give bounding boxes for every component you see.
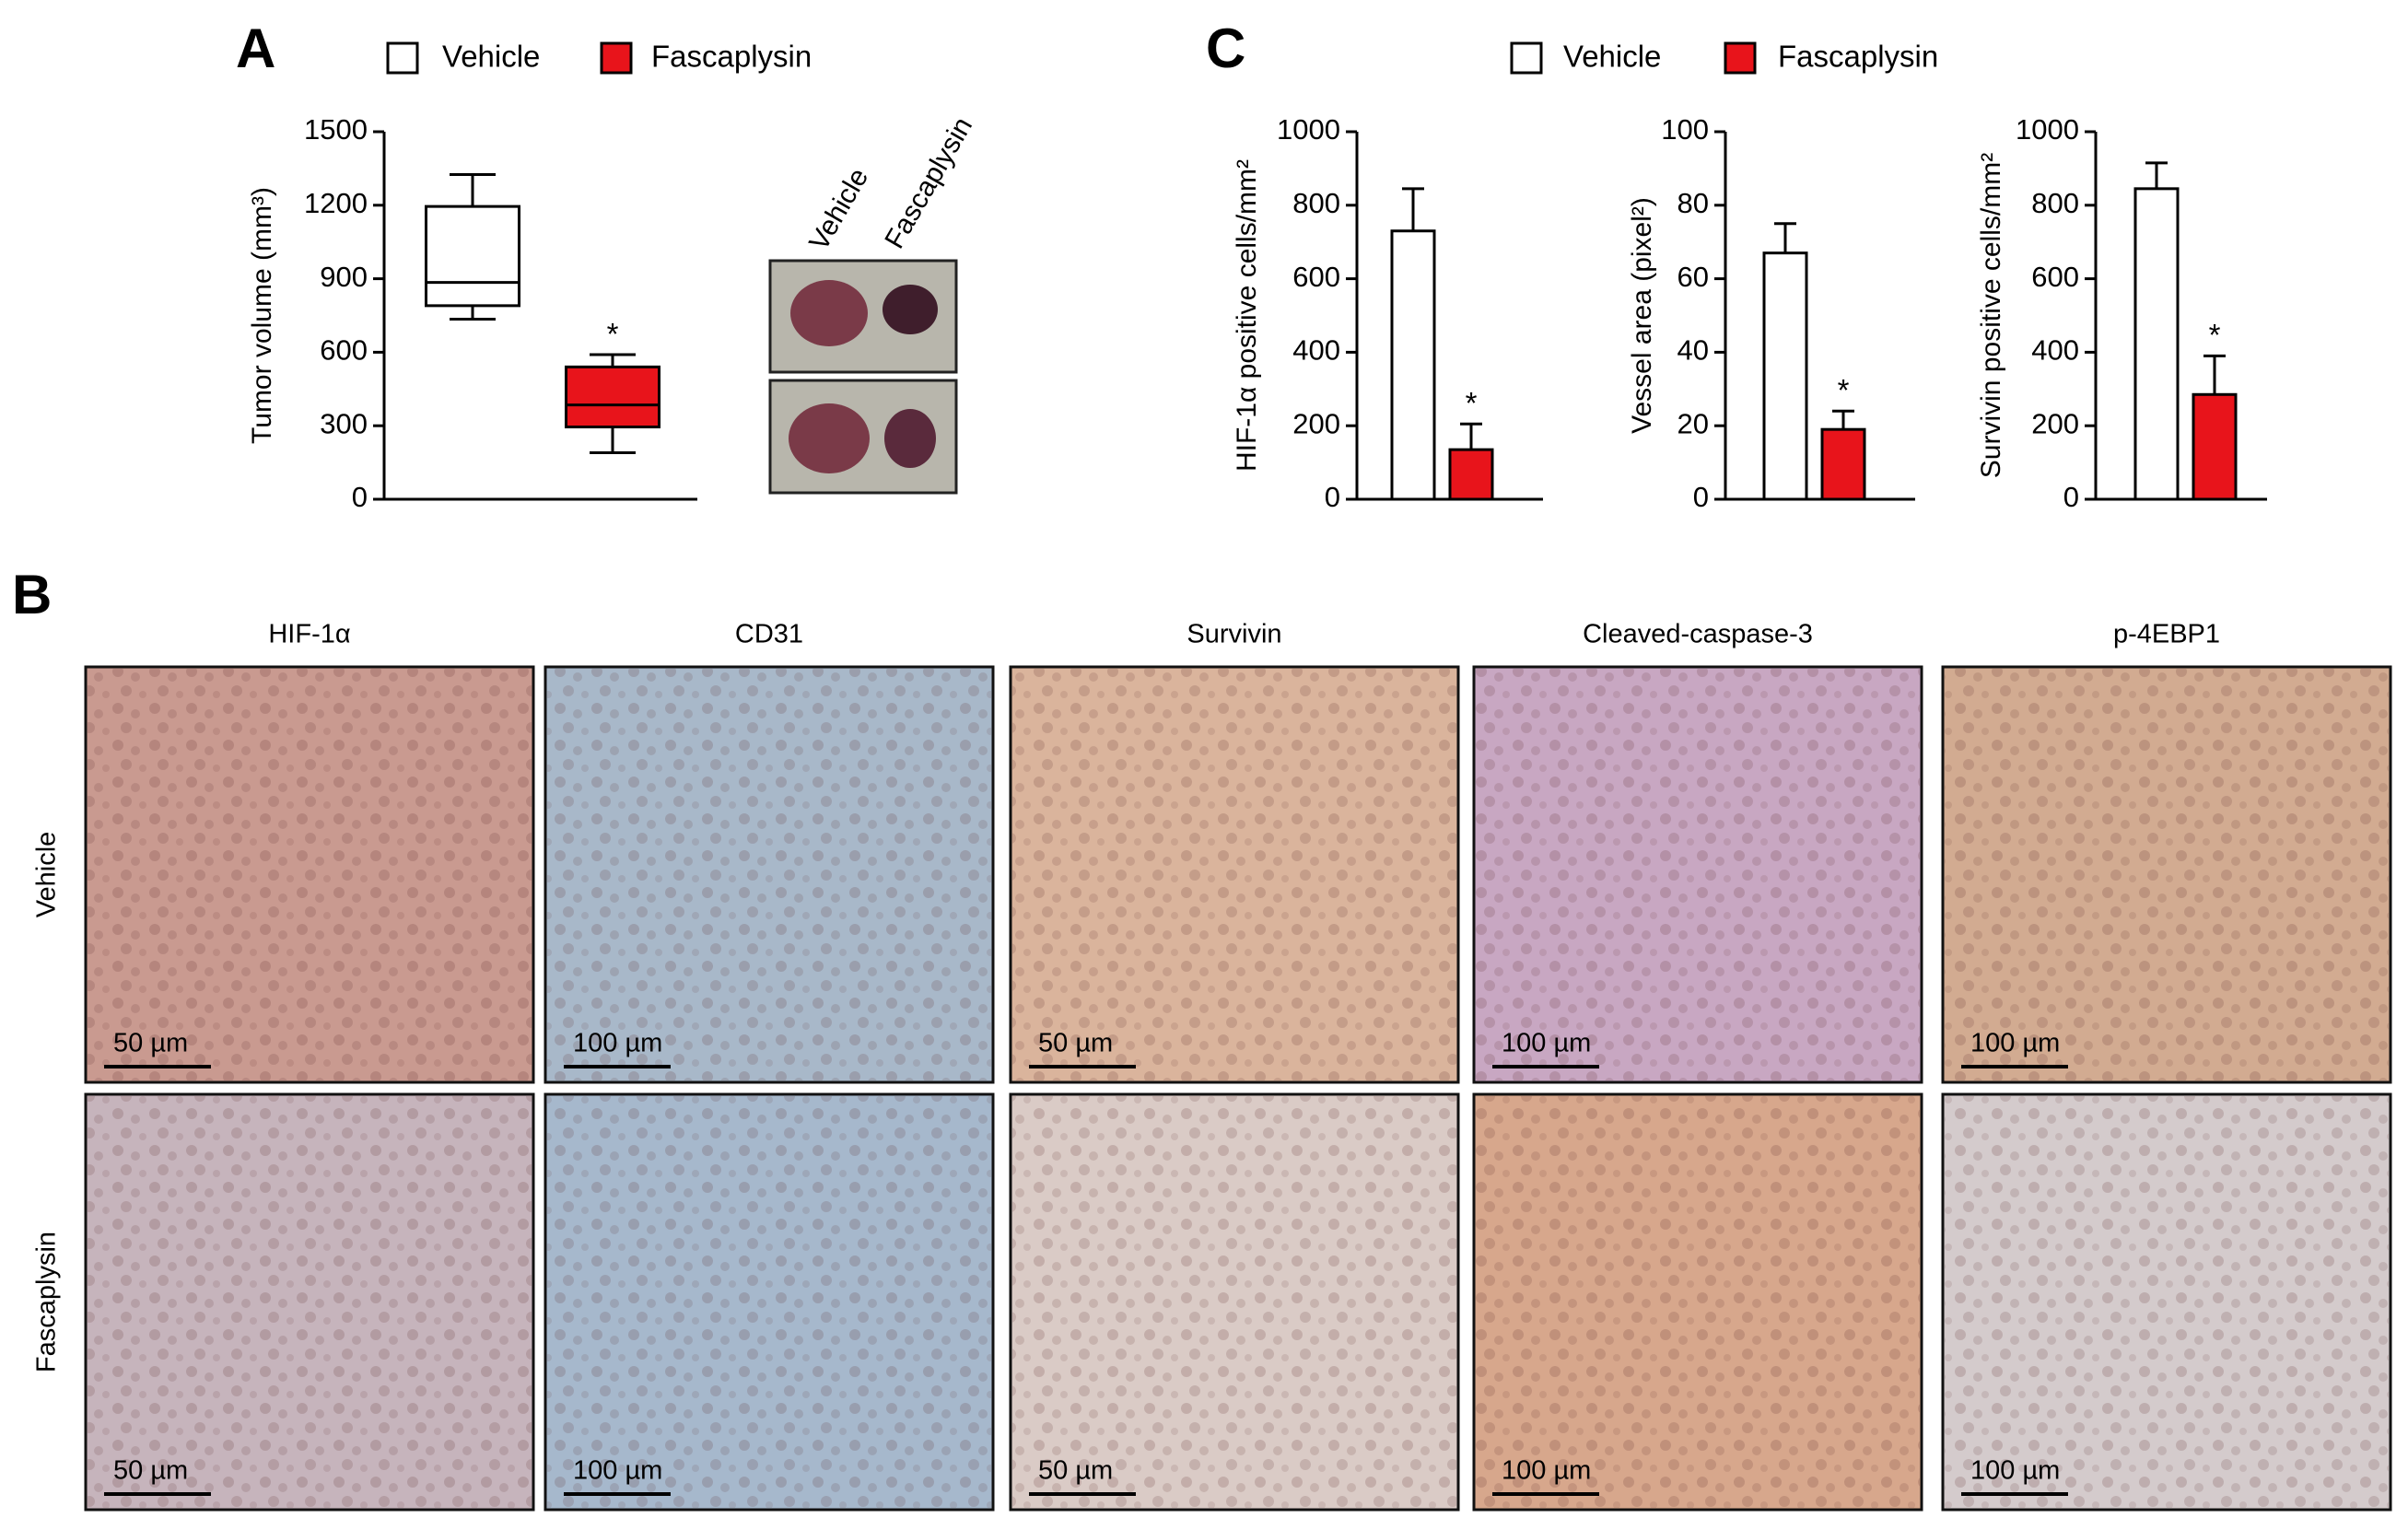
column-title: Survivin [1186, 620, 1281, 649]
significance-mark: * [2209, 318, 2221, 352]
row-label: Vehicle [32, 832, 62, 918]
y-tick-label: 0 [1693, 481, 1709, 513]
y-tick-label: 0 [1325, 481, 1340, 513]
bar [1448, 448, 1494, 501]
y-tick-label: 200 [2031, 407, 2079, 439]
column-title: HIF-1α [268, 620, 350, 649]
panel-label: A [236, 18, 275, 79]
bar [1762, 251, 1808, 501]
y-tick-label: 20 [1677, 407, 1709, 439]
legend-swatch [600, 41, 633, 75]
micrograph-texture [1476, 669, 1920, 1080]
scale-bar-label: 50 µm [113, 1029, 188, 1058]
y-axis-label: Tumor volume (mm³) [247, 187, 277, 444]
column-title: p-4EBP1 [2113, 620, 2220, 649]
legend-label: Vehicle [442, 40, 540, 74]
bar [2133, 187, 2180, 501]
y-tick-label: 400 [1292, 334, 1340, 367]
photo-label: Vehicle [803, 163, 874, 255]
y-tick-label: 800 [2031, 187, 2079, 219]
column-title: Cleaved-caspase-3 [1583, 620, 1813, 649]
y-axis-label: Survivin positive cells/mm² [1976, 153, 2006, 478]
y-tick-label: 400 [2031, 334, 2079, 367]
bar [1390, 229, 1436, 501]
y-tick-label: 40 [1677, 334, 1709, 367]
micrograph-texture [88, 669, 532, 1080]
y-axis-label: HIF-1α positive cells/mm² [1232, 159, 1262, 472]
column-title: CD31 [735, 620, 803, 649]
scale-bar-label: 100 µm [1970, 1456, 2060, 1486]
legend-swatch [386, 41, 419, 75]
legend-swatch [1510, 41, 1543, 75]
scale-bar-label: 50 µm [1038, 1029, 1113, 1058]
significance-mark: * [1466, 386, 1478, 420]
legend-swatch [1724, 41, 1757, 75]
y-tick-label: 80 [1677, 187, 1709, 219]
photo-label: Fascaplysin [879, 112, 978, 254]
y-tick-label: 1500 [304, 113, 368, 146]
legend-label: Vehicle [1563, 40, 1661, 74]
scale-bar-label: 100 µm [1970, 1029, 2060, 1058]
y-tick-label: 800 [1292, 187, 1340, 219]
micrograph-texture [547, 1096, 991, 1508]
micrograph-texture [88, 1096, 532, 1508]
bar [1820, 427, 1866, 501]
scale-bar-label: 100 µm [573, 1029, 662, 1058]
box [565, 365, 660, 429]
scale-bar-label: 100 µm [1502, 1029, 1591, 1058]
micrograph-texture [1945, 669, 2389, 1080]
y-tick-label: 900 [320, 261, 368, 293]
tumor-photo [768, 259, 958, 495]
micrograph-texture [547, 669, 991, 1080]
y-tick-label: 600 [1292, 261, 1340, 293]
significance-mark: * [607, 317, 619, 351]
panel-label: B [12, 564, 52, 625]
y-tick-label: 600 [2031, 261, 2079, 293]
y-tick-label: 200 [1292, 407, 1340, 439]
micrograph-texture [1476, 1096, 1920, 1508]
y-tick-label: 0 [352, 481, 368, 513]
box [425, 204, 520, 308]
y-tick-label: 100 [1661, 113, 1709, 146]
significance-mark: * [1838, 373, 1850, 407]
y-tick-label: 1000 [1277, 113, 1340, 146]
bar [2192, 392, 2238, 501]
y-tick-label: 0 [2063, 481, 2079, 513]
legend-label: Fascaplysin [651, 40, 812, 74]
y-tick-label: 60 [1677, 261, 1709, 293]
y-tick-label: 300 [320, 407, 368, 439]
scale-bar-label: 50 µm [113, 1456, 188, 1486]
y-tick-label: 1200 [304, 187, 368, 219]
scale-bar-label: 50 µm [1038, 1456, 1113, 1486]
y-tick-label: 1000 [2016, 113, 2079, 146]
y-axis-label: Vessel area (pixel²) [1627, 197, 1657, 434]
micrograph-texture [1012, 669, 1456, 1080]
scale-bar-label: 100 µm [1502, 1456, 1591, 1486]
legend-label: Fascaplysin [1778, 40, 1938, 74]
scale-bar-label: 100 µm [573, 1456, 662, 1486]
row-label: Fascaplysin [32, 1232, 62, 1372]
micrograph-texture [1945, 1096, 2389, 1508]
panel-label: C [1206, 18, 1245, 79]
y-tick-label: 600 [320, 334, 368, 367]
micrograph-texture [1012, 1096, 1456, 1508]
